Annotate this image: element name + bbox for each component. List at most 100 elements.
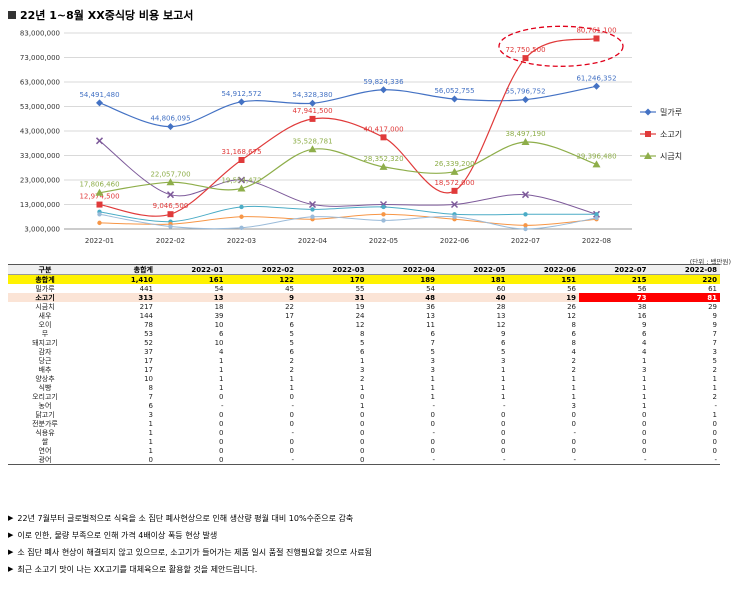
note-text: 22년 7월부터 글로벌적으로 식육을 소 집단 폐사현상으로 인해 생산량 평… xyxy=(17,514,354,523)
table-cell: 0 xyxy=(430,410,435,419)
data-point xyxy=(309,99,316,107)
data-label: 31,168,675 xyxy=(221,148,261,156)
series-line xyxy=(99,141,597,194)
table-cell: 1 xyxy=(360,401,365,410)
data-point xyxy=(450,200,459,209)
table-cell: - xyxy=(367,455,438,465)
table-cell: 55 xyxy=(355,284,365,293)
table-cell: 220 xyxy=(649,274,720,284)
data-point xyxy=(451,95,458,103)
table-row: 무 53 6 5 8 6 9 6 6 7 xyxy=(8,329,720,338)
table-cell: 시금치 xyxy=(35,302,55,311)
data-label: 29,396,480 xyxy=(576,152,616,160)
table-cell: 7 xyxy=(148,392,153,401)
table-cell: 식빵 xyxy=(38,383,52,392)
table-cell: 0 xyxy=(219,428,224,437)
table-cell: 1 xyxy=(430,392,435,401)
data-label: 55,796,752 xyxy=(505,88,545,96)
data-point xyxy=(523,226,528,232)
table-row: 오이 78 10 6 12 11 12 8 9 9 xyxy=(8,320,720,329)
column-header: 2022-02 xyxy=(226,264,297,275)
data-point xyxy=(310,214,315,219)
table-cell: 2 xyxy=(571,365,576,374)
note-item: ▶ 최근 소고기 맛이 나는 XX고기를 대체육으로 활용할 것을 제안드립니다. xyxy=(8,561,372,578)
table-cell: - xyxy=(291,401,294,410)
table-cell: 60 xyxy=(496,284,506,293)
table-cell: 189 xyxy=(367,274,438,284)
table-cell: 13 xyxy=(496,311,506,320)
legend-label: 시금치 xyxy=(660,152,682,161)
table-cell: 1 xyxy=(501,374,506,383)
table-cell: 0 xyxy=(156,455,227,465)
table-cell: 당근 xyxy=(38,356,52,365)
table-cell: 9 xyxy=(712,311,717,320)
table-cell: 0 xyxy=(289,419,294,428)
table-row: 소고기 313 13 9 31 48 40 19 73 81 xyxy=(8,293,720,302)
table-cell: 6 xyxy=(360,347,365,356)
table-cell: 0 xyxy=(82,455,156,465)
table-cell: 12 xyxy=(567,311,576,320)
data-point xyxy=(452,214,457,219)
table-cell: 2 xyxy=(289,365,294,374)
data-label: 28,352,320 xyxy=(363,155,403,163)
table-cell: 11 xyxy=(426,320,435,329)
table-cell: 12 xyxy=(496,320,506,329)
table-cell: - xyxy=(438,455,509,465)
table-cell: 1 xyxy=(712,374,717,383)
column-header: 2022-05 xyxy=(438,264,509,275)
table-cell: 0 xyxy=(360,392,365,401)
table-row: 연어 1 0 0 0 0 0 0 0 0 xyxy=(8,446,720,455)
table-cell: 9 xyxy=(642,320,647,329)
series-line xyxy=(99,85,597,128)
data-point xyxy=(95,188,104,196)
table-cell: 밀가루 xyxy=(35,284,55,293)
table-cell: 18 xyxy=(214,302,224,311)
data-label: 12,974,500 xyxy=(79,193,119,201)
table-header-row: 구분 총합계 2022-01 2022-02 2022-03 2022-04 2022-05… xyxy=(8,264,720,275)
table-row: 식용유 1 0 - 0 - 0 - 0 0 xyxy=(8,428,720,437)
table-cell: 144 xyxy=(139,311,153,320)
table-cell: 5 xyxy=(501,347,506,356)
table-cell: 3 xyxy=(571,401,576,410)
data-point xyxy=(593,82,600,90)
table-cell: 17 xyxy=(144,356,153,365)
x-tick-label: 2022-07 xyxy=(511,237,540,245)
table-cell: 17 xyxy=(144,365,153,374)
table-cell: 무 xyxy=(41,329,49,338)
table-cell: 3 xyxy=(148,410,153,419)
table-cell: - xyxy=(432,428,435,437)
data-label: 18,572,000 xyxy=(434,179,474,187)
data-point xyxy=(167,211,174,218)
table-cell: 2 xyxy=(712,365,717,374)
table-cell: - xyxy=(508,455,579,465)
table-row: 감자 37 4 6 6 5 5 4 4 3 xyxy=(8,347,720,356)
note-item: ▶ 이로 인한, 물량 부족으로 인해 가격 4배이상 폭등 현상 발생 xyxy=(8,527,372,544)
data-point xyxy=(97,220,102,226)
column-header: 2022-08 xyxy=(649,264,720,275)
data-point xyxy=(381,204,386,210)
table-cell: 56 xyxy=(567,284,576,293)
table-row: 돼지고기 52 10 5 5 7 6 8 4 7 xyxy=(8,338,720,347)
bullet-triangle-icon: ▶ xyxy=(8,531,14,539)
table-cell: 24 xyxy=(355,311,365,320)
table-cell: 5 xyxy=(289,329,294,338)
table-row: 쌀 1 0 0 0 0 0 0 0 0 xyxy=(8,437,720,446)
table-cell: 1 xyxy=(571,383,576,392)
table-cell: 0 xyxy=(219,410,224,419)
table-cell: 0 xyxy=(501,437,506,446)
table-cell: 54 xyxy=(426,284,435,293)
data-point xyxy=(308,145,317,153)
data-label: 56,052,755 xyxy=(434,87,474,95)
table-cell: 10 xyxy=(214,320,224,329)
x-tick-label: 2022-03 xyxy=(227,237,256,245)
highlight-ellipse xyxy=(498,25,624,67)
column-header: 2022-03 xyxy=(297,264,368,275)
table-cell: 40 xyxy=(438,293,509,302)
table-cell: 1 xyxy=(148,446,153,455)
table-cell: 1 xyxy=(219,383,224,392)
table-cell: 4 xyxy=(219,347,224,356)
table-cell: 1 xyxy=(571,374,576,383)
table-cell: 1 xyxy=(219,365,224,374)
table-cell: 19 xyxy=(355,302,365,311)
y-tick-label: 83,000,000 xyxy=(20,30,60,38)
